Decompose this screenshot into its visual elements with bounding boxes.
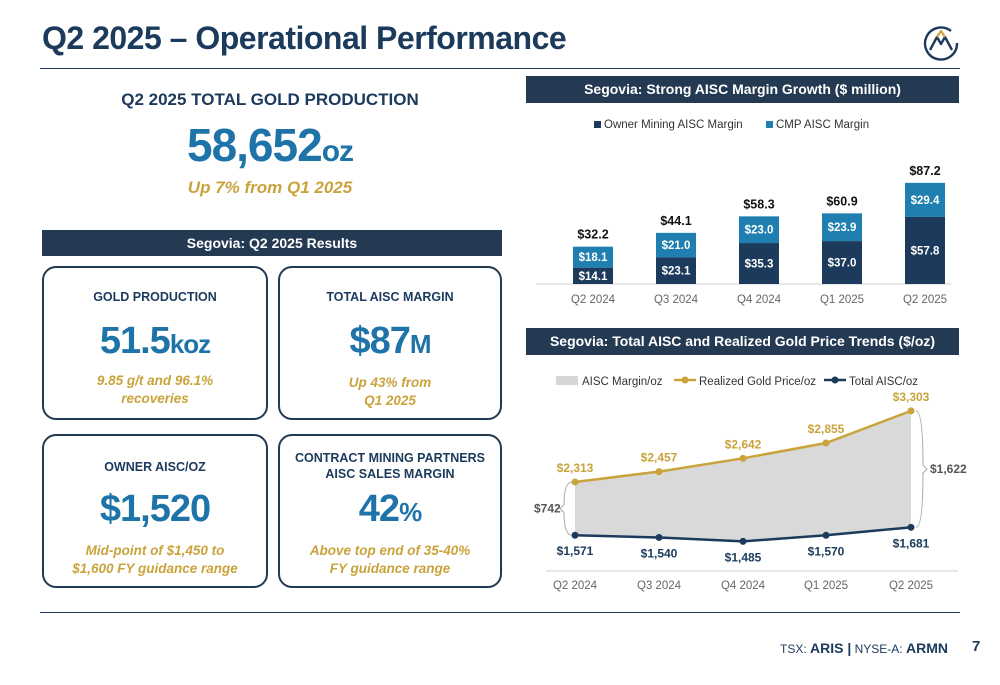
bar-chart: Owner Mining AISC Margin CMP AISC Margin $…: [536, 119, 951, 306]
data-label: $18.1: [579, 252, 608, 264]
data-label: $29.4: [911, 195, 940, 207]
bar-segment-owner: [739, 243, 779, 284]
x-tick-label: Q2 2025: [889, 580, 933, 592]
bar-segment-cmp: [573, 246, 613, 268]
legend-marker-gold: [681, 376, 689, 384]
card-heading: GOLD PRODUCTION: [93, 290, 217, 304]
legend-label: CMP AISC Margin: [776, 119, 869, 131]
card-value: 42%: [358, 488, 422, 530]
total-label: $60.9: [826, 194, 857, 208]
x-tick-label: Q1 2025: [804, 580, 848, 592]
data-label: $57.8: [911, 245, 940, 257]
results-header: Segovia: Q2 2025 Results: [42, 230, 502, 256]
line-chart-title: Segovia: Total AISC and Realized Gold Pr…: [526, 328, 959, 355]
x-tick-label: Q3 2024: [654, 294, 699, 306]
bar-segment-cmp: [822, 213, 862, 242]
bottom-divider: [40, 612, 960, 613]
x-tick-label: Q2 2024: [571, 294, 616, 306]
data-label: $23.0: [745, 225, 774, 237]
total-aisc-label: $1,485: [725, 550, 762, 564]
bar-segment-owner: [656, 257, 696, 284]
card-gold-production: GOLD PRODUCTION 51.5koz 9.85 g/t and 96.…: [42, 266, 268, 420]
x-tick-label: Q2 2024: [553, 580, 598, 592]
total-aisc-label: $1,570: [808, 544, 845, 558]
legend-swatch: [766, 121, 773, 128]
ticker-footer: TSX: ARIS | NYSE-A: ARMN: [780, 640, 948, 656]
bar-segment-cmp: [656, 232, 696, 258]
production-value: 58,652oz: [186, 119, 354, 171]
total-label: $44.1: [660, 214, 691, 228]
line-chart: AISC Margin/oz Realized Gold Price/oz Tota…: [534, 376, 967, 592]
bar-segment-owner: [573, 267, 613, 284]
x-tick-label: Q3 2024: [637, 580, 682, 592]
gold-price-label: $3,303: [893, 390, 930, 404]
card-subtext: 9.85 g/t and 96.1% recoveries: [96, 373, 214, 406]
total-aisc-point: [571, 531, 579, 539]
legend-label: Owner Mining AISC Margin: [604, 119, 743, 131]
x-tick-label: Q2 2025: [903, 294, 947, 306]
gold-price-point: [822, 439, 830, 447]
x-tick-label: Q4 2024: [737, 294, 782, 306]
page-title: Q2 2025 – Operational Performance: [42, 20, 567, 56]
data-label: $21.0: [662, 240, 691, 252]
legend-label: AISC Margin/oz: [582, 376, 663, 388]
data-label: $23.1: [662, 266, 691, 278]
x-tick-label: Q4 2024: [721, 580, 766, 592]
margin-annotation: $742: [534, 502, 561, 516]
margin-annotation: $1,622: [930, 462, 967, 476]
total-aisc-label: $1,540: [641, 546, 678, 560]
total-aisc-label: $1,571: [557, 544, 594, 558]
gold-price-label: $2,457: [641, 451, 678, 465]
data-label: $14.1: [579, 271, 608, 283]
total-aisc-point: [655, 533, 663, 541]
data-label: $37.0: [828, 258, 857, 270]
brace-last: [915, 410, 928, 528]
total-aisc-point: [822, 531, 830, 539]
card-value: $87M: [349, 320, 431, 362]
bar-segment-owner: [822, 241, 862, 284]
bar-segment-owner: [905, 216, 945, 284]
production-subtitle: Up 7% from Q1 2025: [187, 178, 353, 197]
total-label: $32.2: [577, 228, 608, 242]
brace-first: [559, 481, 573, 536]
gold-price-label: $2,642: [725, 437, 762, 451]
total-aisc-label: $1,681: [893, 536, 930, 550]
top-divider: [40, 68, 960, 69]
data-label: $35.3: [745, 259, 774, 271]
card-subtext: Above top end of 35-40% FY guidance range: [309, 543, 471, 576]
bar-chart-title: Segovia: Strong AISC Margin Growth ($ mi…: [526, 76, 959, 103]
production-heading: Q2 2025 TOTAL GOLD PRODUCTION: [121, 90, 419, 109]
gold-price-point: [571, 478, 579, 486]
x-tick-label: Q1 2025: [820, 294, 864, 306]
gold-price-point: [739, 454, 747, 462]
legend-swatch-area: [556, 376, 578, 385]
legend-label: Realized Gold Price/oz: [699, 376, 816, 388]
gold-price-label: $2,313: [557, 461, 594, 475]
bar-segment-cmp: [739, 216, 779, 244]
total-aisc-point: [907, 523, 915, 531]
card-subtext: Up 43% from Q1 2025: [348, 375, 432, 408]
card-cmp-margin: CONTRACT MINING PARTNERS AISC SALES MARGI…: [278, 434, 502, 588]
bar-segment-cmp: [905, 182, 945, 217]
card-heading: OWNER AISC/OZ: [104, 460, 206, 474]
card-subtext: Mid-point of $1,450 to $1,600 FY guidance…: [72, 543, 238, 576]
card-total-aisc-margin: TOTAL AISC MARGIN $87M Up 43% from Q1 202…: [278, 266, 502, 420]
gold-price-point: [907, 407, 915, 415]
gold-price-label: $2,855: [808, 422, 845, 436]
legend-label: Total AISC/oz: [849, 376, 918, 388]
gold-price-point: [655, 468, 663, 476]
total-label: $58.3: [743, 197, 774, 211]
total-aisc-point: [739, 537, 747, 545]
company-logo-icon: [920, 22, 962, 64]
total-label: $87.2: [909, 164, 940, 178]
legend-swatch: [594, 121, 601, 128]
card-heading: CONTRACT MINING PARTNERS AISC SALES MARGI…: [294, 451, 486, 481]
page-number: 7: [972, 638, 981, 655]
card-value: $1,520: [99, 488, 211, 530]
data-label: $23.9: [828, 222, 857, 234]
card-heading: TOTAL AISC MARGIN: [326, 290, 454, 304]
card-value: 51.5koz: [99, 320, 211, 362]
legend-marker-aisc: [831, 376, 839, 384]
card-owner-aisc: OWNER AISC/OZ $1,520 Mid-point of $1,450…: [42, 434, 268, 588]
